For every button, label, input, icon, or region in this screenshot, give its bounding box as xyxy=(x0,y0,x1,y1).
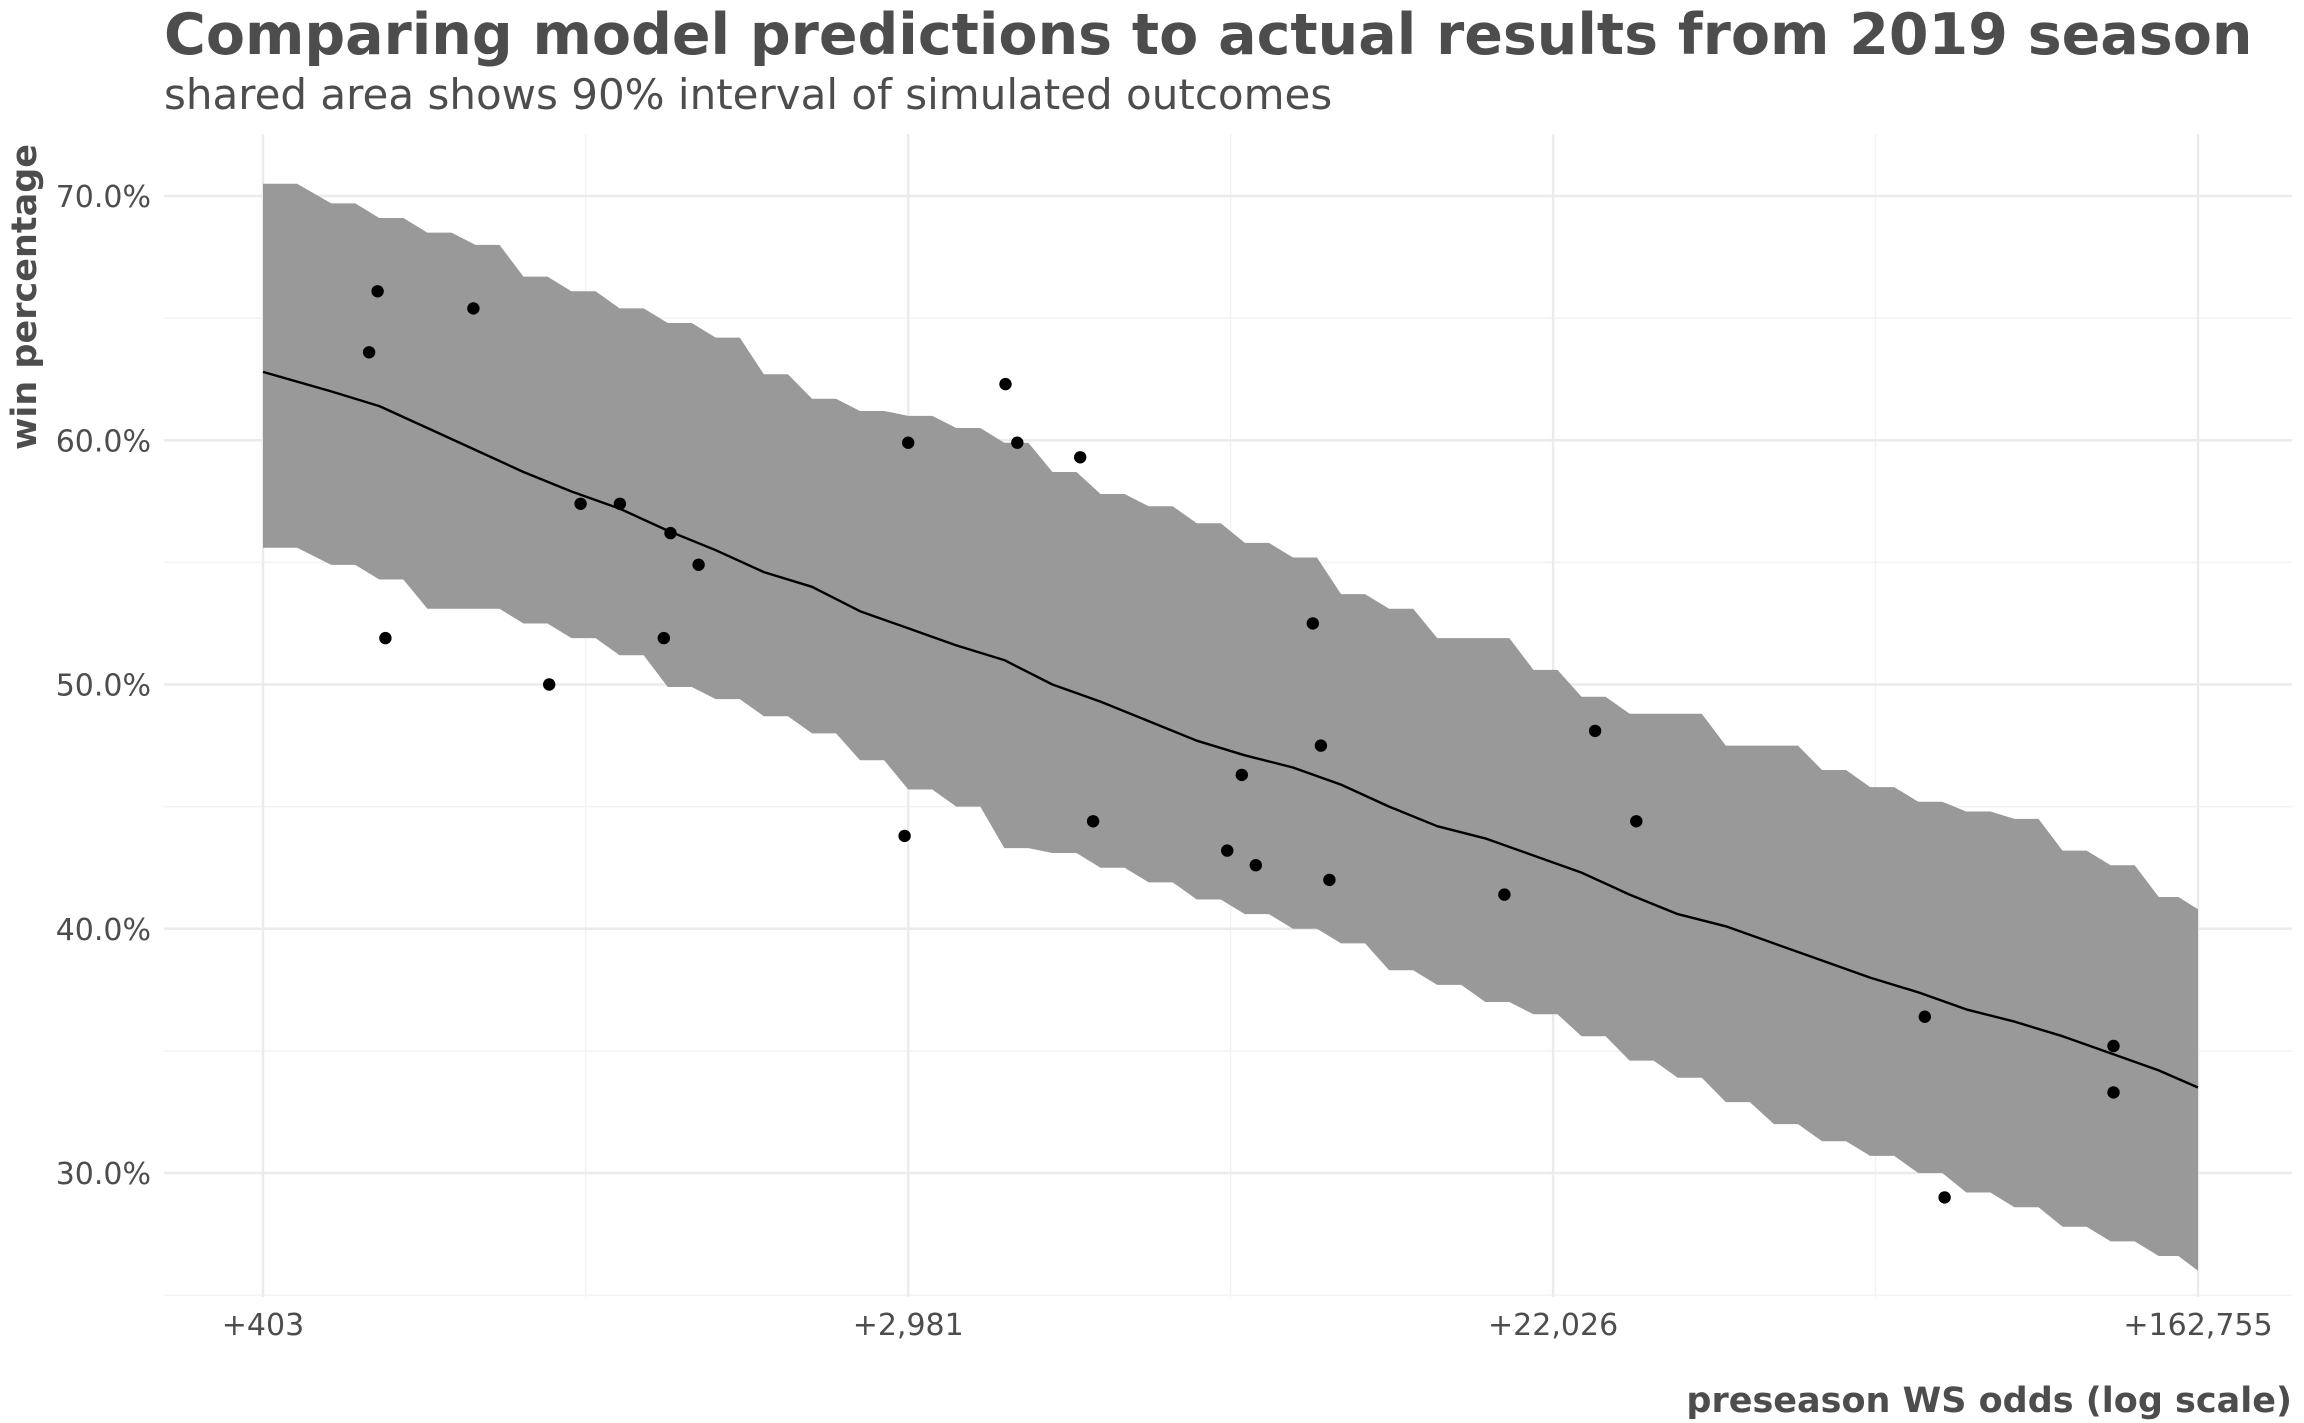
chart-subtitle: shared area shows 90% interval of simula… xyxy=(164,70,1333,119)
interval-ribbon xyxy=(263,183,2198,1271)
chart-title: Comparing model predictions to actual re… xyxy=(164,2,2253,68)
actual-result-point xyxy=(613,497,627,510)
actual-result-point xyxy=(1249,859,1263,872)
y-tick-label: 30.0% xyxy=(56,1157,151,1192)
actual-result-point xyxy=(1235,768,1249,782)
actual-result-point xyxy=(1086,815,1100,828)
actual-result-point xyxy=(1588,724,1602,738)
actual-result-point xyxy=(379,631,392,645)
x-tick-label: +2,981 xyxy=(853,1308,964,1343)
actual-result-point xyxy=(574,497,587,510)
actual-result-point xyxy=(1323,873,1336,887)
actual-result-point xyxy=(1221,844,1234,857)
y-tick-label: 50.0% xyxy=(56,669,151,704)
actual-result-point xyxy=(692,558,705,571)
actual-result-point xyxy=(2107,1086,2120,1099)
x-tick-label: +22,026 xyxy=(1488,1308,1618,1343)
interval-ribbon-layer xyxy=(263,183,2198,1271)
actual-result-point xyxy=(1306,617,1320,630)
actual-points-layer xyxy=(362,285,2120,1204)
actual-result-point xyxy=(1918,1010,1932,1023)
x-axis-title: preseason WS odds (log scale) xyxy=(1686,1381,2292,1421)
x-tick-label: +162,755 xyxy=(2123,1308,2272,1343)
actual-result-point xyxy=(362,346,376,359)
x-tick-label: +403 xyxy=(222,1308,304,1343)
y-axis-tick-labels: 30.0% 40.0% 50.0% 60.0% 70.0% xyxy=(56,180,151,1192)
actual-result-point xyxy=(1498,888,1511,901)
actual-result-point xyxy=(1011,436,1024,449)
actual-result-point xyxy=(1938,1191,1951,1204)
prediction-line xyxy=(262,370,2199,1089)
actual-result-point xyxy=(467,302,480,315)
y-tick-label: 60.0% xyxy=(56,424,151,459)
actual-result-point xyxy=(898,829,911,843)
actual-result-point xyxy=(902,436,915,449)
prediction-line-layer xyxy=(262,370,2199,1089)
actual-result-point xyxy=(1074,451,1087,464)
y-tick-label: 70.0% xyxy=(56,180,151,215)
actual-result-point xyxy=(999,377,1012,391)
actual-result-point xyxy=(664,526,677,540)
actual-result-point xyxy=(2107,1039,2120,1053)
actual-result-point xyxy=(657,631,670,645)
actual-result-point xyxy=(371,285,384,298)
actual-result-point xyxy=(1314,739,1328,752)
actual-result-point xyxy=(1630,815,1643,828)
actual-result-point xyxy=(543,678,556,691)
y-axis-title: win percentage xyxy=(5,144,45,450)
y-tick-label: 40.0% xyxy=(56,913,151,948)
x-axis-tick-labels: +403 +2,981 +22,026 +162,755 xyxy=(222,1308,2273,1343)
